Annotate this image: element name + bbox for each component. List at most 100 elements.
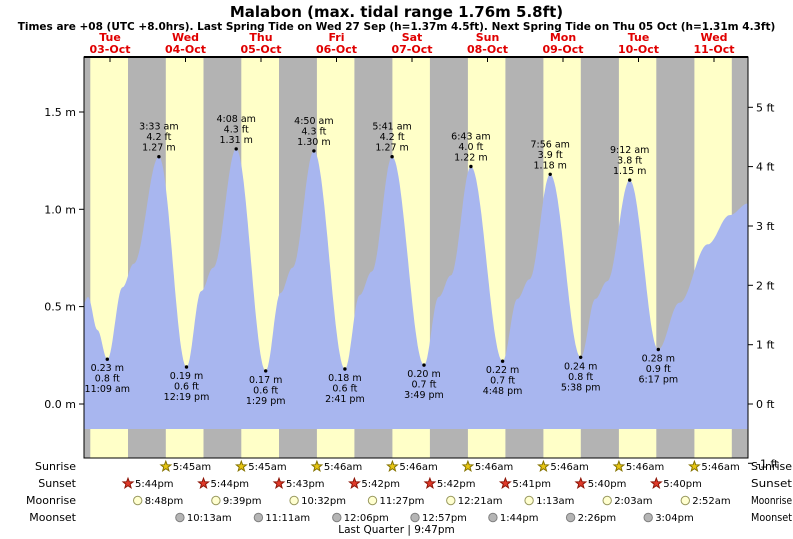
sunrise-icon [688,459,701,472]
sunset-icon [197,476,210,489]
tide-annotation-low: 0.8 ft [95,374,120,385]
day-labels: Tue03-OctWed04-OctThu05-OctFri06-OctSat0… [89,31,735,62]
day-label-date: 06-Oct [316,43,357,56]
sunset-icon [272,476,286,489]
sunrise-icon [310,459,324,472]
tide-annotation-low: 0.9 ft [646,364,671,375]
sunset-icon [121,476,135,489]
moonset-icon [410,512,420,523]
sunrise-icon [612,459,626,472]
tide-annotation-high: 4.0 ft [458,142,483,153]
moonset-icon [643,512,653,523]
tide-annotation-high: 7:56 am [530,139,569,150]
almanac-row-moonrise: Moonrise Moonrise 8:48pm 9:39pm 10:32pm 11:27… [26,494,792,507]
tide-annotation-high: 4.3 ft [301,126,326,137]
almanac-time: 5:46am [399,462,437,473]
tide-annotation-low: 0.28 m [642,354,675,365]
day-label-dow: Tue [628,31,650,44]
day-label-date: 05-Oct [240,43,281,56]
almanac-time: 5:45am [248,462,286,473]
almanac-time: 1:13am [536,496,574,507]
tide-annotation-high: 4.3 ft [224,124,249,135]
tide-annotation-low: 0.24 m [564,361,597,372]
tide-annotation-high: 4:08 am [216,114,255,125]
day-label-date: 04-Oct [165,43,206,56]
tide-extreme-dot [157,155,161,159]
y-axis-left-label: 0.0 m [44,398,76,411]
y-axis-left: 1.5 m 1.0 m 0.5 m 0.0 m [44,106,84,411]
tide-extreme-dot [656,347,660,352]
tide-annotation-low: 0.17 m [249,375,282,386]
moonrise-icon [524,495,534,506]
tide-extreme-dot [105,357,110,361]
tide-annotation-low: 0.6 ft [332,384,357,395]
tide-annotation-low: 4:48 pm [483,386,523,397]
moonrise-icon [367,495,378,506]
tide-annotation-high: 3.8 ft [617,156,642,167]
tide-extreme-dot [579,355,583,359]
tide-annotation-high: 1.18 m [533,160,566,171]
moonset-icon [488,512,498,523]
tide-annotation-low: 0.20 m [407,369,440,380]
almanac-time: 5:46am [324,462,362,473]
almanac-row-label-right: Sunset [751,478,792,490]
chart-subtitle: Times are +08 (UTC +8.0hrs). Last Spring… [17,21,776,33]
almanac-time: 11:11am [265,513,310,524]
almanac-time: 5:45am [173,462,211,473]
moon-phase-caption: Last Quarter | 9:47pm [338,524,455,536]
y-axis-left-label: 1.0 m [44,203,76,216]
moonrise-icon [680,495,690,506]
day-label-dow: Mon [550,31,576,44]
sunrise-icon [537,459,550,472]
almanac-row-moonset: Moonset Moonset 10:13am 11:11am 12:06pm 12:57… [29,511,792,524]
almanac-time: 2:52am [692,496,730,507]
sunset-icon [498,476,512,489]
moonset-icon [332,512,342,523]
tide-annotation-low: 0.7 ft [411,380,436,391]
y-axis-left-label: 1.5 m [44,106,76,119]
almanac-time: 12:06pm [344,513,389,524]
y-axis-right-label: 5 ft [756,101,775,114]
moonrise-icon [289,495,299,506]
almanac-time: 5:41pm [512,479,551,490]
almanac-time: 5:44pm [135,479,174,490]
tide-extreme-dot [264,369,268,373]
tide-annotation-low: 0.18 m [328,373,361,384]
sunset-icon [574,476,588,489]
almanac-time: 5:44pm [211,479,250,490]
tide-extreme-dot [390,155,394,159]
day-label-dow: Tue [99,31,121,44]
tide-extreme-dot [422,363,426,367]
almanac-time: 5:46am [626,462,664,473]
moonset-icon [565,512,576,523]
day-label-date: 11-Oct [693,43,734,56]
almanac-time: 5:42pm [361,479,400,490]
day-label-dow: Wed [172,31,199,44]
sunset-icon [423,476,437,489]
tide-annotation-low: 0.8 ft [568,372,593,383]
tide-curve-area [84,148,748,429]
almanac-row-label-left: Moonrise [26,494,76,507]
almanac-time: 5:46am [475,462,513,473]
chart-title: Malabon (max. tidal range 1.76m 5.8ft) [229,3,564,21]
tide-annotation-low: 11:09 am [85,384,130,395]
almanac-row-label-left: Sunset [38,477,76,490]
sunrise-icon [461,459,475,472]
almanac-time: 10:32pm [301,496,346,507]
almanac-time: 3:04pm [655,513,694,524]
almanac-time: 5:42pm [437,479,476,490]
almanac-row-label-right: Moonrise [751,495,792,507]
y-axis-right-label: 3 ft [756,220,775,233]
y-axis-left-label: 0.5 m [44,301,76,314]
moonrise-icon [133,495,143,506]
tide-annotation-high: 1.27 m [142,143,175,154]
y-axis-right-label: 2 ft [756,279,775,292]
day-label-dow: Sat [402,31,423,44]
y-axis-right-label: 0 ft [756,398,775,411]
tide-annotation-low: 12:19 pm [164,392,210,403]
almanac-time: 5:46am [550,462,588,473]
almanac-time: 12:57pm [422,513,467,524]
